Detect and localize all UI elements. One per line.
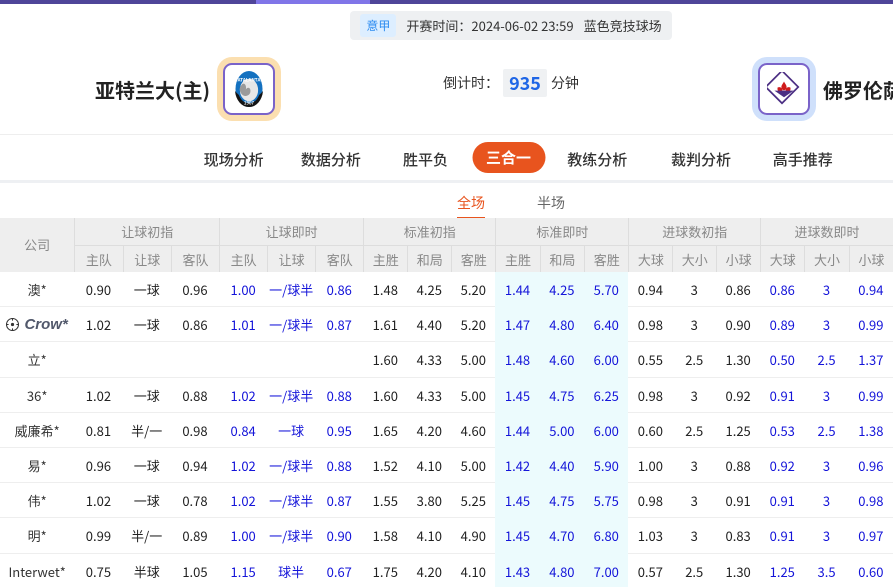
svg-text:ATALANTA: ATALANTA: [237, 78, 261, 84]
svg-text:1907: 1907: [244, 101, 255, 107]
